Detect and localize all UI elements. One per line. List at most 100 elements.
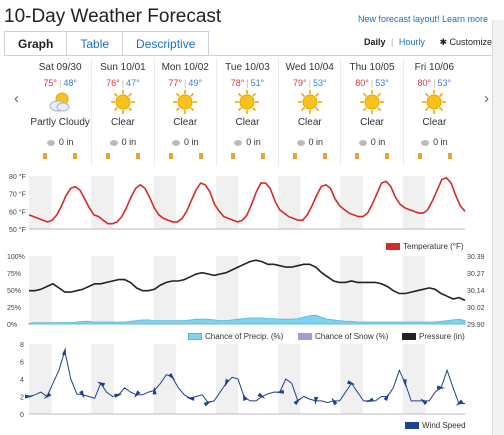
sun-icon — [235, 90, 260, 114]
wind-direction-icon — [455, 399, 464, 406]
pressure-line — [29, 259, 466, 302]
precip-tick-label: 0% — [7, 322, 17, 329]
day-label: Sun 10/01 — [100, 62, 146, 73]
tabs-divider — [4, 55, 492, 56]
precip-amount: 0 in — [341, 137, 402, 147]
sunset-icon — [136, 153, 141, 159]
sun-icon — [422, 90, 447, 114]
tab-graph[interactable]: Graph — [4, 31, 68, 56]
night-band — [278, 256, 301, 324]
day-label: Sat 09/30 — [38, 62, 82, 73]
wind-swatch — [405, 422, 419, 429]
wind-direction-icon — [43, 392, 52, 400]
condition-label: Clear — [422, 117, 447, 128]
day-column[interactable]: Wed 10/04 79° | 53° Clear 0 in — [278, 58, 340, 166]
raindrop-icon — [171, 139, 180, 146]
prev-days-button[interactable]: ‹ — [14, 90, 19, 107]
high-temp: 80° — [355, 78, 369, 88]
wind-direction-icon — [242, 392, 248, 401]
wind-direction-icon — [134, 390, 141, 398]
precip-tick-label: 100% — [7, 254, 25, 261]
sunrise-sunset-marks — [279, 152, 340, 160]
sun-icon — [110, 90, 135, 114]
customize-button[interactable]: ✱ Customize — [439, 37, 492, 47]
page-title: 10-Day Weather Forecast — [4, 6, 222, 27]
raindrop-icon — [109, 139, 118, 146]
day-temps: 78° | 51° — [217, 78, 278, 88]
wind-tick-label: 2 — [20, 395, 24, 402]
temp-tick-label: 50 °F — [9, 226, 26, 234]
day-column[interactable]: Sat 09/30 75° | 48° Partly Cloudy 0 in — [29, 58, 91, 166]
night-band — [91, 256, 114, 324]
precip-tick-label: 75% — [7, 271, 21, 278]
wind-direction-icon — [114, 393, 123, 398]
sunset-icon — [447, 153, 452, 159]
sun-icon — [173, 90, 198, 114]
wind-tick-label: 0 — [20, 412, 24, 419]
wind-direction-icon — [383, 393, 390, 401]
condition-label: Clear — [360, 117, 384, 128]
wind-legend: Wind Speed — [405, 421, 466, 430]
day-label: Wed 10/04 — [285, 62, 334, 73]
temp-divider: | — [308, 78, 311, 88]
wind-direction-icon — [437, 385, 446, 390]
hourly-link[interactable]: Hourly — [398, 37, 425, 47]
high-temp: 78° — [230, 78, 245, 88]
night-band — [215, 176, 239, 229]
next-days-button[interactable]: › — [484, 90, 489, 107]
day-label: Thu 10/05 — [349, 62, 395, 73]
night-band — [91, 176, 114, 229]
night-band — [153, 344, 176, 414]
night-band — [278, 344, 301, 414]
precip-tick-label: 50% — [7, 288, 21, 295]
low-temp: 48° — [63, 78, 77, 88]
low-temp: 51° — [250, 78, 265, 88]
precip-swatch — [188, 333, 202, 340]
daily-link[interactable]: Daily — [364, 37, 386, 47]
snow-legend: Chance of Snow (%) — [298, 332, 388, 341]
raindrop-icon — [296, 139, 305, 146]
wind-direction-icon — [275, 389, 285, 394]
sunrise-sunset-marks — [341, 152, 402, 160]
wind-direction-icon — [168, 372, 176, 381]
night-band — [340, 176, 363, 229]
wind-direction-icon — [257, 392, 266, 399]
day-column[interactable]: Fri 10/06 80° | 53° Clear 0 in — [402, 58, 465, 166]
wind-direction-icon — [97, 381, 106, 387]
high-temp: 76° — [106, 78, 120, 88]
new-layout-link[interactable]: New forecast layout! Learn more — [357, 14, 488, 24]
night-band — [91, 344, 114, 414]
night-band — [340, 344, 363, 414]
night-band — [402, 176, 426, 229]
day-temps: 80° | 53° — [341, 78, 402, 88]
wind-direction-icon — [293, 398, 301, 406]
precip-amount: 0 in — [217, 137, 278, 147]
low-temp: 49° — [188, 78, 202, 88]
sun-icon — [297, 90, 322, 114]
wind-direction-icon — [420, 398, 428, 406]
day-column[interactable]: Sun 10/01 76° | 47° Clear 0 in — [91, 58, 153, 166]
day-column[interactable]: Thu 10/05 80° | 53° Clear 0 in — [340, 58, 402, 166]
sunrise-icon — [230, 153, 235, 159]
temp-divider: | — [121, 78, 125, 88]
temp-tick-label: 80 °F — [9, 173, 26, 181]
sunrise-sunset-marks — [155, 152, 216, 160]
day-temps: 77° | 49° — [155, 78, 216, 88]
temp-tick-label: 60 °F — [9, 208, 26, 216]
wind-tick-label: 6 — [20, 360, 24, 367]
raindrop-icon — [358, 139, 367, 146]
wind-direction-icon — [203, 400, 212, 407]
wind-direction-icon — [186, 396, 195, 401]
tab-table[interactable]: Table — [67, 31, 124, 56]
sunrise-sunset-marks — [29, 152, 91, 160]
wind-direction-icon — [402, 379, 407, 388]
high-temp: 77° — [168, 78, 183, 88]
day-column[interactable]: Tue 10/03 78° | 51° Clear 0 in — [215, 58, 278, 166]
sunset-icon — [198, 153, 203, 159]
precip-tick-label: 25% — [7, 305, 21, 312]
day-columns: Sat 09/30 75° | 48° Partly Cloudy 0 in Sun… — [29, 58, 465, 166]
precip-amount: 0 in — [279, 137, 340, 147]
wind-direction-icon — [347, 380, 356, 385]
condition-label: Clear — [297, 117, 322, 128]
day-column[interactable]: Mon 10/02 77° | 49° Clear 0 in — [153, 58, 216, 166]
